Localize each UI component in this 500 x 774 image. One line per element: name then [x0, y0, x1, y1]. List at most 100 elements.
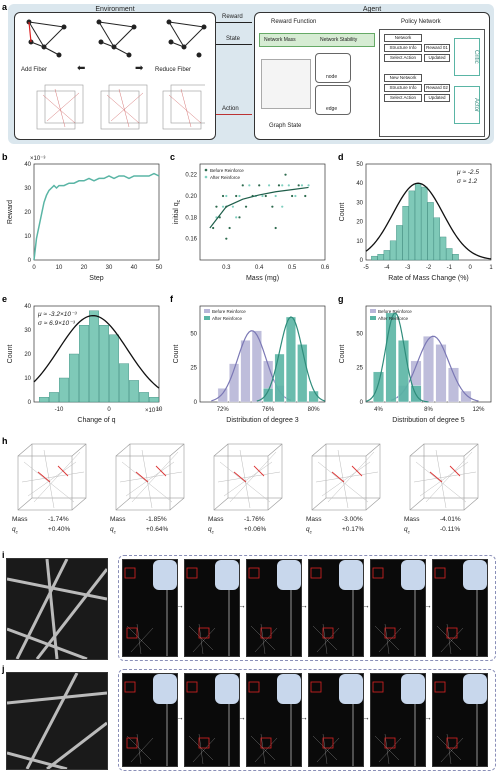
- x-axis-label: Mass (mg): [246, 275, 279, 282]
- photo-frame-3: [246, 673, 302, 767]
- y-axis-label: Count: [173, 345, 180, 364]
- data-point: [238, 216, 241, 219]
- photo-frame-2: [184, 559, 240, 657]
- bar: [240, 340, 251, 403]
- legend-swatch: [370, 316, 376, 320]
- microscope-zoom-j: [6, 672, 108, 771]
- data-point: [238, 194, 241, 198]
- legend-label: After Reinforce: [378, 316, 409, 321]
- x-tick-label: 0: [468, 265, 472, 271]
- bar: [397, 340, 410, 403]
- chart-b: 0 10 20 30 40 50 0 10 20 30 40 Step Reward ×10⁻³: [7, 156, 163, 282]
- network-stability-label: Network Stability: [320, 37, 358, 43]
- fiber-cube: [115, 443, 185, 511]
- data-point: [277, 184, 281, 187]
- policy-network-box: Network Structure Info Reward 01 Select …: [379, 29, 485, 137]
- chip-updated: Updated: [424, 54, 450, 62]
- x-tick-label: 10: [56, 265, 63, 271]
- data-point: [235, 216, 238, 219]
- y-tick-label: 20: [356, 220, 363, 226]
- panel-label-f: f: [170, 294, 173, 304]
- sequence-arrow-icon: →: [238, 713, 246, 722]
- state-arrow: [216, 44, 252, 45]
- environment-box: Environment Add Fiber ⬅ ➡ Reduce Fiber: [14, 6, 216, 140]
- legend-swatch: [204, 309, 210, 313]
- qc-label: qc: [306, 526, 312, 535]
- stat-annotation: μ ≈ -2.5: [456, 169, 479, 176]
- x-tick-label: 1: [489, 265, 493, 271]
- data-point: [235, 194, 238, 198]
- data-point: [281, 205, 284, 208]
- x-tick-label: -5: [363, 265, 369, 271]
- bar: [49, 392, 59, 403]
- bar: [129, 380, 139, 403]
- photo-frame-1: [122, 559, 178, 657]
- bar: [89, 310, 99, 403]
- chip-reward-02: Reward 02: [424, 84, 450, 92]
- bar: [385, 312, 397, 403]
- panel-a: Environment Add Fiber ⬅ ➡ Reduce Fiber: [8, 4, 494, 144]
- mass-label: Mass: [306, 516, 322, 523]
- chart-g: 4% 8% 12% 0 25 50 Distribution of degree 5 Coun…: [339, 305, 492, 424]
- data-point: [225, 237, 228, 240]
- mass-label: Mass: [110, 516, 126, 523]
- y-tick-label: 0: [28, 258, 32, 264]
- data-point: [261, 194, 264, 198]
- mass-label: Mass: [208, 516, 224, 523]
- chart-f: 72% 76% 80% 0 25 50 Distribution of degree 3 Co…: [173, 305, 326, 424]
- data-point: [281, 184, 284, 187]
- action-arrow: [216, 114, 252, 115]
- qc-change-value: +0.06%: [244, 526, 267, 533]
- chip-updated-2: Updated: [424, 94, 450, 102]
- sequence-i-frame: [118, 555, 496, 661]
- fiber-cube: [213, 443, 283, 511]
- mass-label: Mass: [12, 516, 28, 523]
- sequence-arrow-icon: →: [424, 601, 432, 610]
- sequence-arrow-icon: →: [300, 601, 308, 610]
- network-graphs: [26, 19, 207, 58]
- plot-frame: [199, 305, 326, 403]
- bar: [297, 344, 308, 403]
- scale-note: ×10⁻³: [145, 408, 160, 414]
- bar: [59, 377, 69, 403]
- sequence-arrow-icon: →: [362, 713, 370, 722]
- panel-label-c: c: [170, 152, 176, 162]
- scale-note: ×10⁻³: [30, 156, 45, 162]
- y-tick-label: 0.16: [185, 237, 197, 243]
- photo-content: [124, 674, 177, 766]
- fiber-cube: [17, 443, 87, 511]
- reward-arrow: [216, 22, 252, 23]
- bar: [109, 334, 119, 403]
- x-tick-label: -4: [384, 265, 390, 271]
- bar: [371, 255, 378, 261]
- chip-reward-01: Reward 01: [424, 44, 450, 52]
- actor-label: Actor: [454, 86, 480, 124]
- fiber-cubes: [36, 84, 205, 130]
- panel-label-e: e: [2, 294, 8, 304]
- photo-content: [372, 674, 425, 766]
- sequence-arrow-icon: →: [424, 713, 432, 722]
- bar: [119, 363, 129, 403]
- left-arrow-icon: ⬅: [77, 63, 86, 74]
- x-axis-label: Change of q: [77, 417, 115, 424]
- agent-title: Agent: [362, 6, 382, 13]
- y-tick-label: 0: [28, 400, 32, 406]
- y-tick-label: 10: [24, 234, 31, 240]
- photo-content: [248, 560, 301, 656]
- bar: [383, 250, 391, 261]
- x-tick-label: 50: [156, 265, 163, 271]
- qc-change-value: +0.64%: [146, 526, 169, 533]
- x-tick-label: 0.3: [222, 265, 231, 271]
- chip-select-action-2: Select Action: [384, 94, 422, 102]
- bar: [460, 390, 472, 403]
- photo-content: [124, 560, 177, 656]
- data-point: [264, 194, 267, 198]
- photo-frame-4: [308, 559, 364, 657]
- action-arrow-label: Action: [222, 106, 239, 112]
- plot-frame: [199, 163, 326, 261]
- microscope-zoom-i: [6, 558, 109, 661]
- chip-structure-info: Structure Info: [384, 44, 422, 52]
- bar: [377, 254, 384, 261]
- bar: [414, 183, 422, 261]
